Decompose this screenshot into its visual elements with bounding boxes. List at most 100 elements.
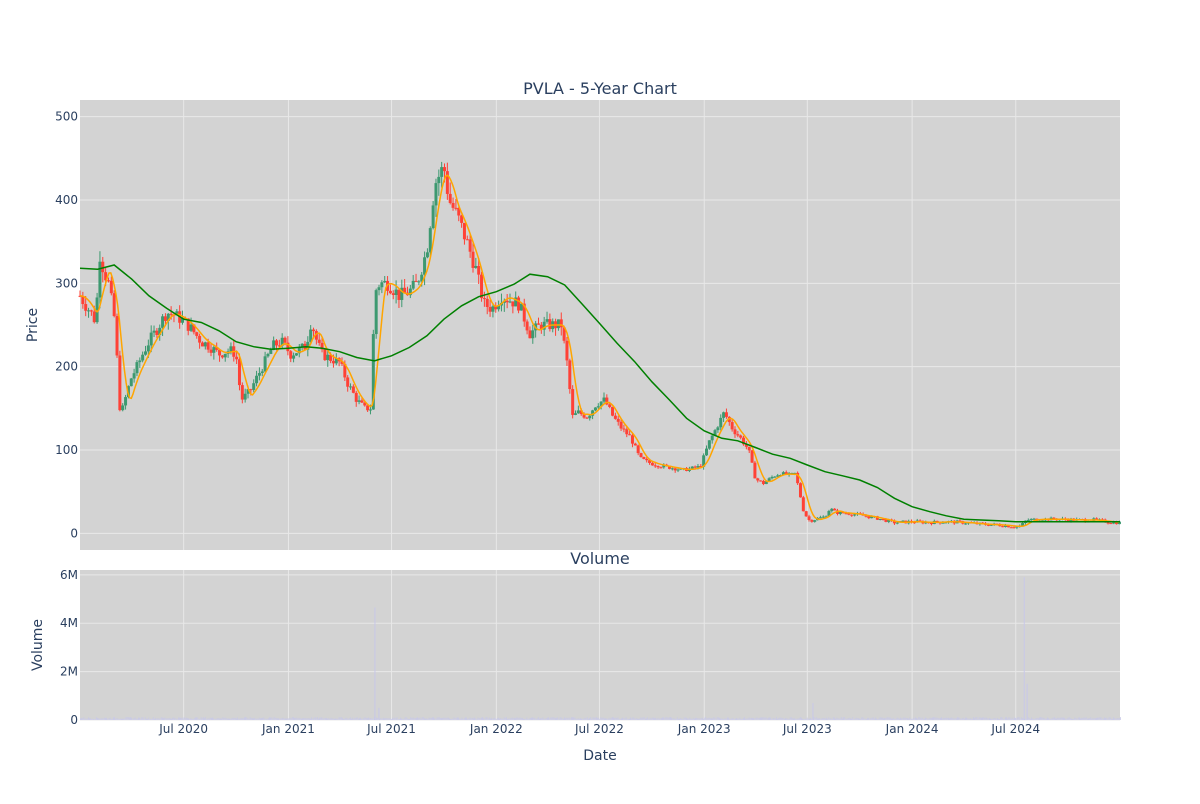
volume-bar <box>521 717 523 720</box>
candle <box>827 509 831 517</box>
candle <box>659 466 663 469</box>
volume-bar <box>1114 718 1116 720</box>
candle <box>477 257 481 284</box>
candle <box>89 309 93 316</box>
volume-bar <box>959 717 961 720</box>
candle-body <box>929 522 933 525</box>
candle-body <box>565 340 569 361</box>
candle <box>733 426 737 438</box>
volume-bar <box>363 717 365 720</box>
candle <box>804 510 808 517</box>
volume-bar <box>525 718 527 720</box>
candle <box>260 368 264 377</box>
candle-body <box>574 413 578 415</box>
volume-bar <box>848 717 850 720</box>
volume-bar <box>524 718 526 720</box>
candle <box>109 276 113 296</box>
volume-bar <box>390 719 392 720</box>
volume-bar <box>164 717 166 720</box>
volume-bar <box>690 718 692 720</box>
volume-bar <box>672 718 674 720</box>
candle <box>448 182 452 205</box>
volume-bar <box>154 719 155 720</box>
volume-bar <box>269 717 270 720</box>
volume-bar <box>468 718 470 720</box>
volume-bar <box>383 717 384 720</box>
candle <box>357 395 361 405</box>
volume-bar <box>108 718 110 720</box>
volume-bar <box>445 718 447 720</box>
candle-body <box>810 519 814 522</box>
volume-bar <box>794 718 796 720</box>
candle-body <box>388 290 392 294</box>
volume-bar <box>281 718 283 720</box>
volume-bar <box>315 718 317 720</box>
candle <box>286 336 290 356</box>
volume-bar <box>500 718 502 720</box>
volume-bar <box>283 718 285 720</box>
volume-bar <box>512 718 514 720</box>
volume-bar <box>266 718 268 720</box>
candle-body <box>257 373 261 376</box>
candle-body <box>377 287 381 291</box>
volume-bar <box>543 718 545 720</box>
volume-bar <box>578 718 580 720</box>
price-y-axis-title: Price <box>25 308 41 342</box>
candle-body <box>722 412 726 418</box>
volume-bar <box>746 718 748 720</box>
candle <box>326 350 330 367</box>
volume-bar <box>159 718 161 720</box>
volume-bar <box>218 718 220 720</box>
candle <box>562 325 566 344</box>
candle-body <box>690 466 694 469</box>
volume-bar <box>552 717 554 720</box>
candle <box>568 358 572 394</box>
volume-bar <box>214 718 216 720</box>
volume-bar <box>728 717 729 720</box>
volume-bar <box>480 717 482 720</box>
volume-bar <box>134 717 136 720</box>
candle <box>690 466 694 469</box>
volume-bar <box>371 718 373 720</box>
candle <box>707 440 711 450</box>
candle-body <box>152 330 156 333</box>
volume-bar <box>859 718 860 720</box>
volume-bar <box>277 718 278 720</box>
candle-body <box>756 478 760 481</box>
candle <box>255 370 259 387</box>
volume-bar <box>932 717 933 720</box>
volume-bar <box>140 718 142 720</box>
volume-bar <box>290 718 292 720</box>
volume-bar <box>1040 717 1042 720</box>
volume-bar <box>918 717 920 720</box>
volume-bar <box>914 717 916 720</box>
volume-bar <box>183 717 185 720</box>
candle <box>488 299 492 317</box>
volume-bar <box>716 717 718 720</box>
volume-bar <box>1011 717 1013 720</box>
candle <box>705 445 709 456</box>
volume-bar <box>730 718 732 720</box>
volume-bar <box>865 719 867 720</box>
volume-bar <box>790 717 792 720</box>
volume-bar <box>369 718 371 720</box>
gridlines <box>80 100 1120 721</box>
candle <box>277 339 281 349</box>
candle-body <box>713 430 717 436</box>
volume-bar <box>707 718 709 720</box>
volume-bar <box>892 718 893 720</box>
candle-body <box>454 207 458 209</box>
volume-bar <box>600 717 602 720</box>
volume-bar <box>488 717 490 720</box>
candle <box>203 341 207 350</box>
volume-bar <box>721 718 723 720</box>
candle-body <box>562 327 566 341</box>
candle-body <box>619 421 623 429</box>
volume-bar <box>967 718 969 720</box>
volume-bar <box>418 718 420 720</box>
candle-body <box>465 239 469 241</box>
volume-bar <box>779 717 781 720</box>
candle-body <box>793 472 797 474</box>
volume-bar <box>1069 718 1071 720</box>
volume-bar <box>602 717 604 720</box>
